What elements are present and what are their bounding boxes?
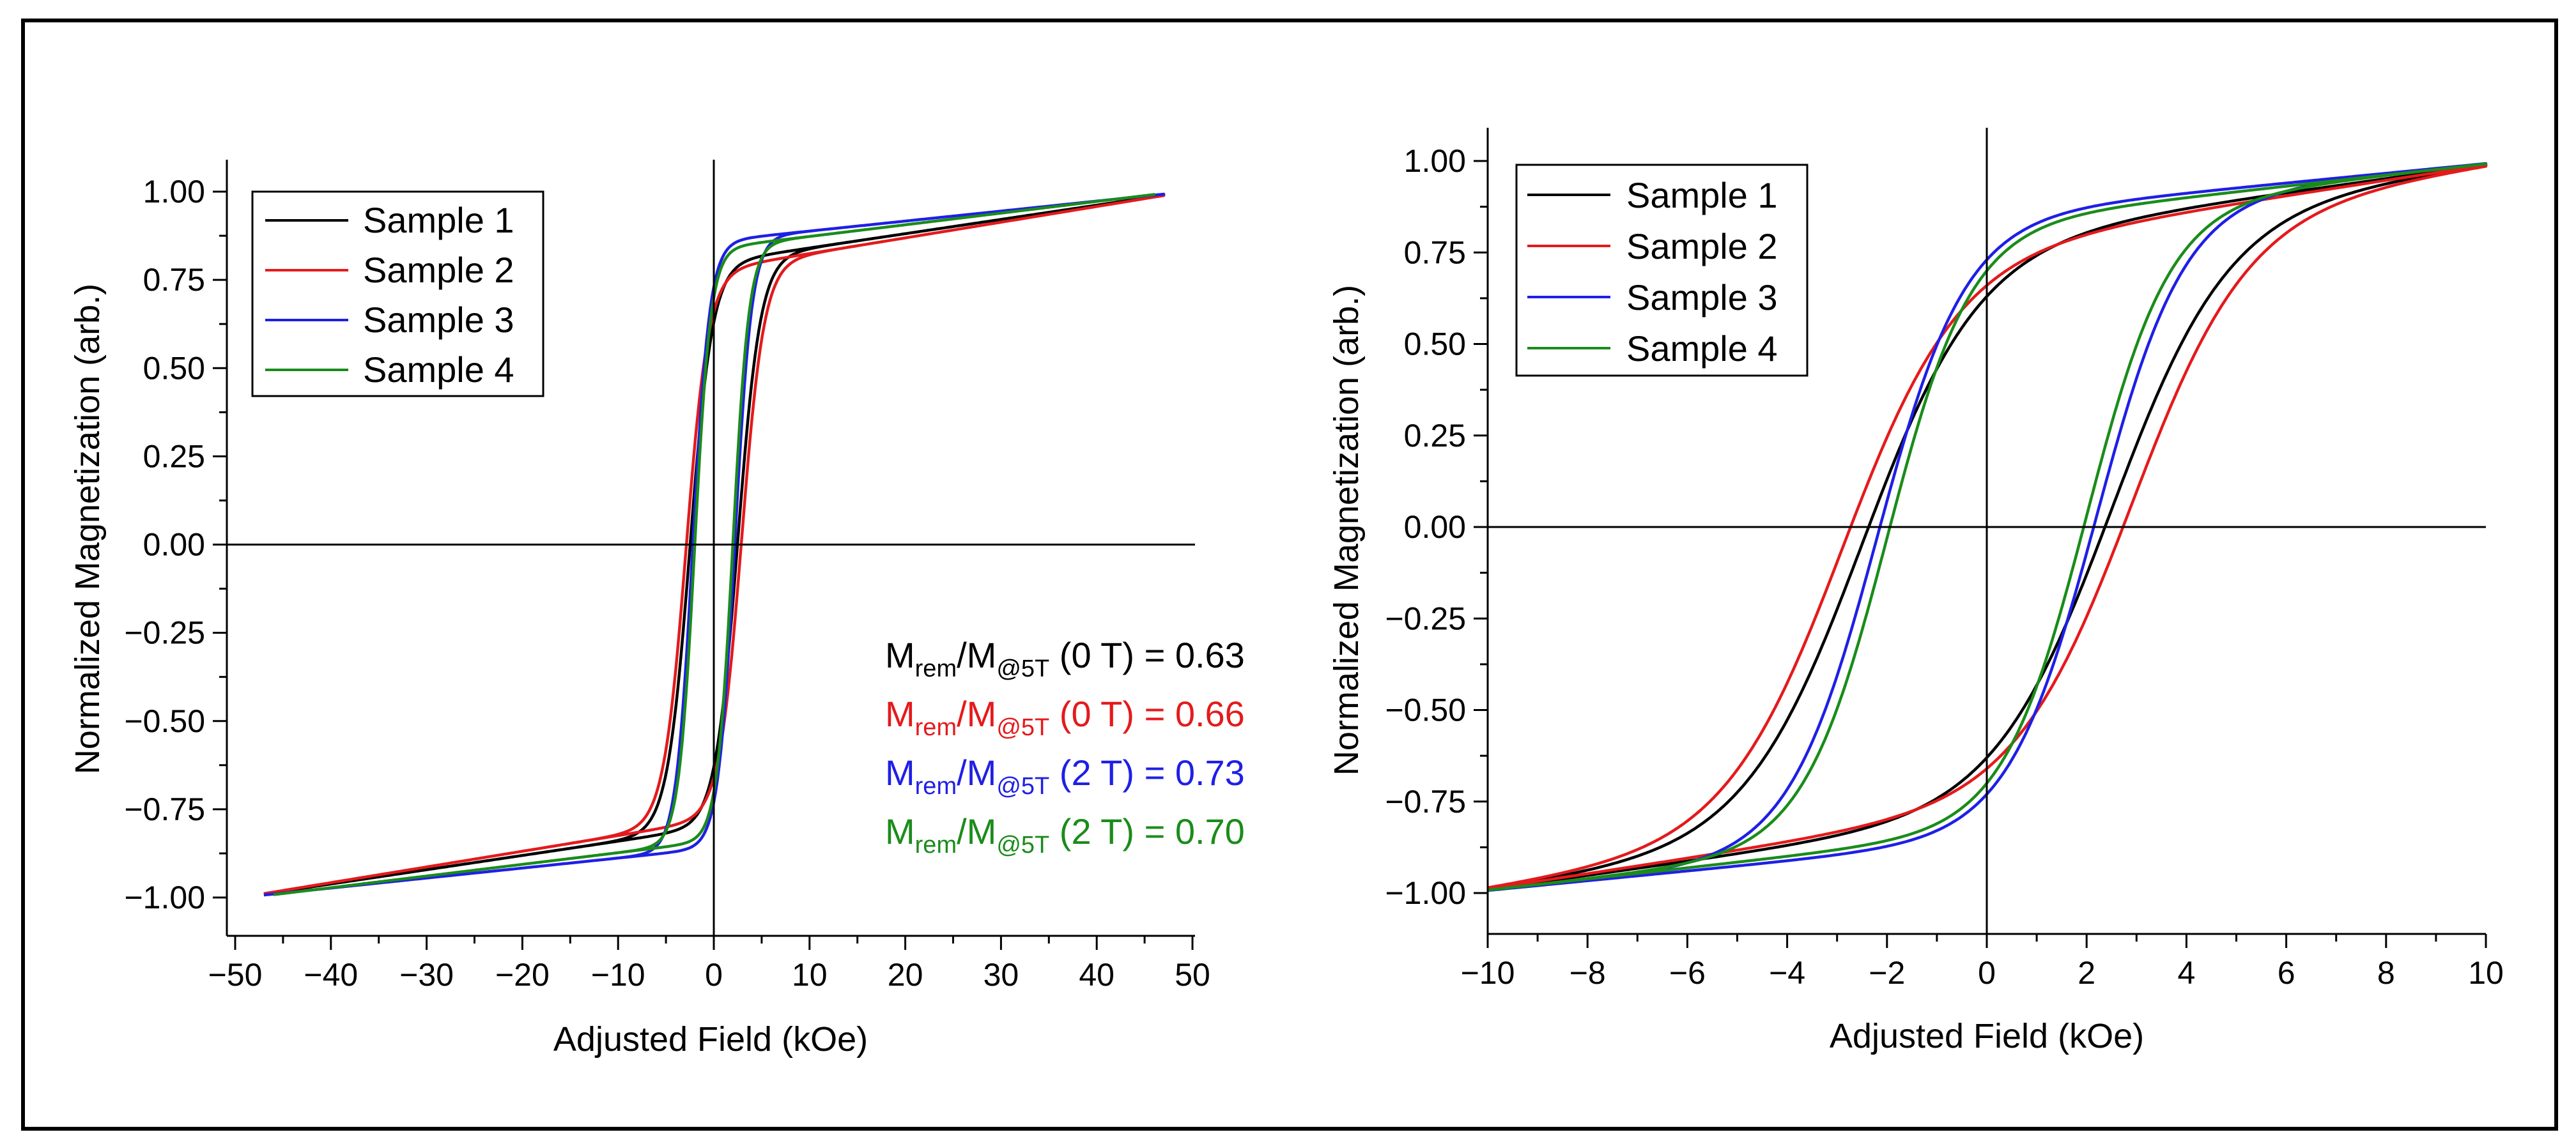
right-legend-box <box>1515 164 1809 377</box>
left-y-tick-label: −0.75 <box>124 791 205 827</box>
left-y-tick-label: 0.25 <box>143 438 205 474</box>
left-series-4-line <box>273 193 1156 896</box>
left-x-tick-label: −50 <box>208 957 263 993</box>
left-y-tick-label: 1.00 <box>143 174 205 210</box>
left-legend-label-1: Sample 1 <box>363 200 514 240</box>
right-x-tick-label: −2 <box>1869 955 1905 991</box>
left-y-axis-label: Normalized Magnetization (arb.) <box>68 284 107 774</box>
right-y-tick-label: 0.00 <box>1404 509 1466 545</box>
remanence-annotations: Mrem/M@5T (0 T) = 0.63 Mrem/M@5T (0 T) =… <box>885 635 1245 859</box>
left-y-tick-label: 0.50 <box>143 350 205 386</box>
left-x-tick-label: 0 <box>705 957 723 993</box>
right-series-4-line <box>1487 162 2488 892</box>
right-x-tick-label: −6 <box>1669 955 1706 991</box>
left-x-tick-label: −40 <box>304 957 358 993</box>
annotation-1: Mrem/M@5T (0 T) = 0.63 <box>885 635 1245 682</box>
left-y-tick-label: 0.00 <box>143 527 205 563</box>
left-x-tick-label: −30 <box>399 957 454 993</box>
left-series-3-line <box>263 192 1166 897</box>
right-x-tick-label: 0 <box>1978 955 1996 991</box>
right-y-tick-label: −1.00 <box>1385 875 1466 911</box>
right-x-tick-label: −10 <box>1461 955 1515 991</box>
right-x-tick-label: 6 <box>2278 955 2295 991</box>
left-y-tick-label: −1.00 <box>124 880 205 915</box>
left-x-tick-label: 10 <box>792 957 828 993</box>
right-y-axis-label: Normalized Magnetization (arb.) <box>1327 285 1366 775</box>
right-y-tick-label: 1.00 <box>1404 143 1466 179</box>
right-y-tick-label: 0.50 <box>1404 326 1466 362</box>
right-x-tick-label: 2 <box>2078 955 2095 991</box>
right-y-tick-label: 0.75 <box>1404 234 1466 270</box>
right-legend-label-3: Sample 3 <box>1626 277 1778 317</box>
annotation-3: Mrem/M@5T (2 T) = 0.73 <box>885 753 1245 800</box>
left-chart: −50 −40 −30 −20 −10 0 10 20 30 40 50 −1.00 −0.75 −0.… <box>68 160 1245 1058</box>
right-x-tick-label: −8 <box>1570 955 1606 991</box>
right-y-tick-label: −0.50 <box>1385 692 1466 728</box>
right-x-ticks: −10 −8 −6 −4 −2 0 2 4 6 8 10 <box>1461 934 2504 991</box>
right-x-tick-label: −4 <box>1769 955 1805 991</box>
right-legend-label-2: Sample 2 <box>1626 226 1778 266</box>
right-x-tick-label: 4 <box>2177 955 2195 991</box>
left-y-tick-label: −0.50 <box>124 703 205 739</box>
left-x-tick-label: 20 <box>888 957 923 993</box>
left-y-tick-label: 0.75 <box>143 262 205 298</box>
annotation-2: Mrem/M@5T (0 T) = 0.66 <box>885 694 1245 741</box>
right-y-tick-label: −0.75 <box>1385 784 1466 820</box>
right-legend-label-1: Sample 1 <box>1626 175 1778 215</box>
right-legend-label-4: Sample 4 <box>1626 328 1778 369</box>
left-curves <box>263 192 1166 897</box>
left-x-tick-label: 50 <box>1175 957 1210 993</box>
right-x-tick-label: 8 <box>2377 955 2395 991</box>
left-legend: Sample 1 Sample 2 Sample 3 Sample 4 <box>251 190 544 397</box>
left-x-tick-label: −10 <box>591 957 645 993</box>
right-chart: −10 −8 −6 −4 −2 0 2 4 6 8 10 −1.00 −0.75 −0.50 −0.25 0… <box>1327 128 2504 1055</box>
left-x-tick-label: −20 <box>495 957 550 993</box>
left-legend-label-3: Sample 3 <box>363 300 514 340</box>
right-curves <box>1487 162 2488 892</box>
annotation-4: Mrem/M@5T (2 T) = 0.70 <box>885 811 1245 859</box>
left-x-ticks: −50 −40 −30 −20 −10 0 10 20 30 40 50 <box>208 936 1210 993</box>
left-x-axis-label: Adjusted Field (kOe) <box>553 1020 868 1058</box>
right-y-tick-label: 0.25 <box>1404 418 1466 454</box>
left-x-tick-label: 30 <box>983 957 1019 993</box>
right-x-tick-label: 10 <box>2468 955 2504 991</box>
left-legend-label-4: Sample 4 <box>363 349 514 390</box>
left-legend-label-2: Sample 2 <box>363 250 514 290</box>
left-x-tick-label: 40 <box>1079 957 1114 993</box>
left-zero-lines <box>227 160 1195 936</box>
right-legend: Sample 1 Sample 2 Sample 3 Sample 4 <box>1515 164 1809 377</box>
right-y-ticks: −1.00 −0.75 −0.50 −0.25 0.00 0.25 0.50 0.75 1.00 <box>1385 143 1488 911</box>
right-zero-lines <box>1488 128 2486 934</box>
right-y-tick-label: −0.25 <box>1385 600 1466 636</box>
left-y-ticks: −1.00 −0.75 −0.50 −0.25 0.00 0.25 0.50 0.75 1.00 <box>124 174 227 915</box>
right-x-axis-label: Adjusted Field (kOe) <box>1830 1017 2144 1055</box>
left-legend-box <box>251 190 544 397</box>
right-series-2-line <box>1487 164 2488 890</box>
left-y-tick-label: −0.25 <box>124 615 205 651</box>
